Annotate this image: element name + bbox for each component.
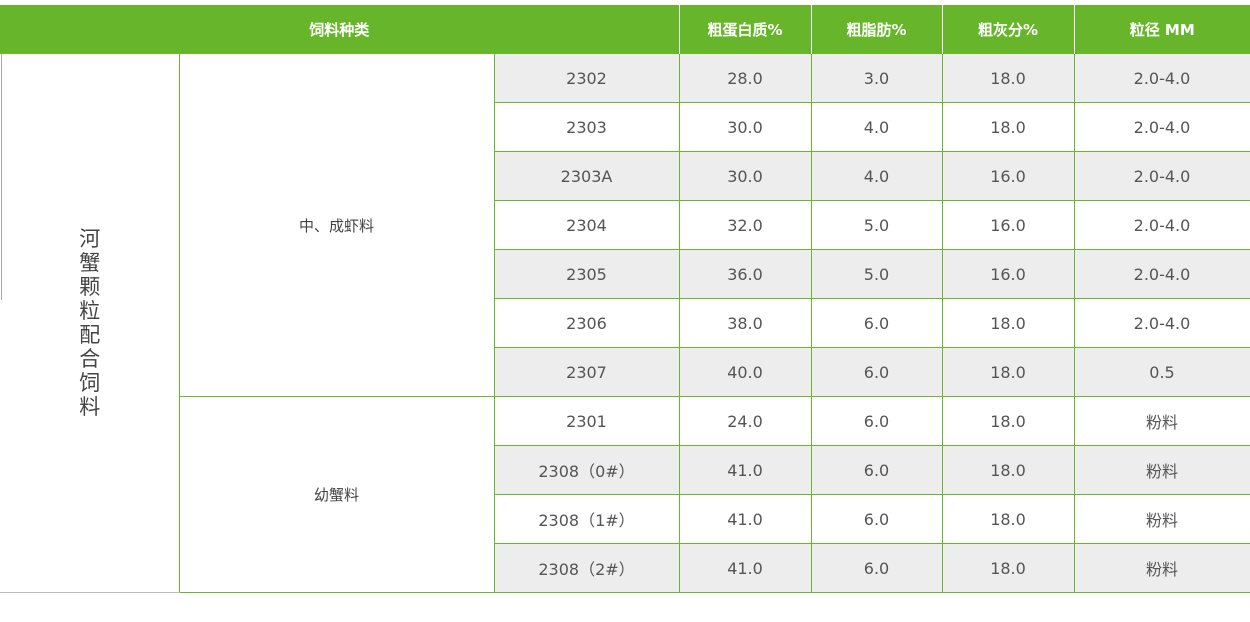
cell-ash: 18.0 bbox=[941, 494, 1075, 544]
header-category: 饲料种类 bbox=[0, 5, 679, 54]
header-size: 粒径 MM bbox=[1073, 5, 1250, 54]
table-row: 河蟹颗粒配合饲料 中、成虾料 2302 28.0 3.0 18.0 2.0-4.0 bbox=[0, 53, 1250, 593]
feed-spec-table: 饲料种类 粗蛋白质% 粗脂肪% 粗灰分% 粒径 MM 河蟹颗粒配合饲料 中、成虾料… bbox=[0, 5, 1250, 593]
cell-size: 2.0-4.0 bbox=[1073, 298, 1250, 348]
header-ash: 粗灰分% bbox=[941, 5, 1074, 54]
cell-fat: 3.0 bbox=[810, 53, 943, 103]
cell-fat: 4.0 bbox=[810, 102, 943, 152]
main-category: 河蟹颗粒配合饲料 bbox=[79, 227, 101, 419]
cell-size: 粉料 bbox=[1073, 396, 1250, 446]
table-header: 饲料种类 粗蛋白质% 粗脂肪% 粗灰分% 粒径 MM bbox=[0, 5, 1250, 54]
cell-protein: 41.0 bbox=[678, 543, 812, 593]
cell-code: 2304 bbox=[493, 200, 680, 250]
cell-size: 2.0-4.0 bbox=[1073, 53, 1250, 103]
cell-ash: 18.0 bbox=[941, 102, 1075, 152]
cell-code: 2306 bbox=[493, 298, 680, 348]
cell-ash: 18.0 bbox=[941, 543, 1075, 593]
table-row: 2306 38.0 6.0 18.0 2.0-4.0 bbox=[0, 298, 1250, 348]
cell-protein: 24.0 bbox=[678, 396, 812, 446]
cell-size: 0.5 bbox=[1073, 347, 1250, 397]
cell-ash: 18.0 bbox=[941, 347, 1075, 397]
cell-ash: 18.0 bbox=[941, 298, 1075, 348]
table-row: 2303A 30.0 4.0 16.0 2.0-4.0 bbox=[0, 151, 1250, 201]
cell-protein: 32.0 bbox=[678, 200, 812, 250]
cell-fat: 5.0 bbox=[810, 249, 943, 299]
cell-ash: 18.0 bbox=[941, 53, 1075, 103]
table-row: 2307 40.0 6.0 18.0 0.5 bbox=[0, 347, 1250, 397]
cell-protein: 41.0 bbox=[678, 494, 812, 544]
cell-protein: 41.0 bbox=[678, 445, 812, 495]
cell-size: 2.0-4.0 bbox=[1073, 249, 1250, 299]
cell-fat: 6.0 bbox=[810, 543, 943, 593]
cell-size: 粉料 bbox=[1073, 543, 1250, 593]
cell-protein: 30.0 bbox=[678, 102, 812, 152]
main-category-cell: 河蟹颗粒配合饲料 bbox=[0, 53, 180, 593]
group-name: 幼蟹料 bbox=[178, 396, 495, 593]
cell-protein: 36.0 bbox=[678, 249, 812, 299]
cell-code: 2308（1#） bbox=[493, 494, 680, 544]
cell-size: 粉料 bbox=[1073, 494, 1250, 544]
header-fat: 粗脂肪% bbox=[810, 5, 942, 54]
cell-ash: 18.0 bbox=[941, 445, 1075, 495]
cell-size: 2.0-4.0 bbox=[1073, 200, 1250, 250]
cell-size: 2.0-4.0 bbox=[1073, 102, 1250, 152]
header-protein: 粗蛋白质% bbox=[678, 5, 811, 54]
table-row: 2305 36.0 5.0 16.0 2.0-4.0 bbox=[0, 249, 1250, 299]
cell-fat: 4.0 bbox=[810, 151, 943, 201]
cell-code: 2308（2#） bbox=[493, 543, 680, 593]
table-row: 2304 32.0 5.0 16.0 2.0-4.0 bbox=[0, 200, 1250, 250]
cell-fat: 6.0 bbox=[810, 298, 943, 348]
table-row: 2308（2#） 41.0 6.0 18.0 粉料 bbox=[0, 543, 1250, 593]
cell-ash: 16.0 bbox=[941, 151, 1075, 201]
cell-code: 2303A bbox=[493, 151, 680, 201]
cell-code: 2308（0#） bbox=[493, 445, 680, 495]
cell-protein: 38.0 bbox=[678, 298, 812, 348]
cell-fat: 6.0 bbox=[810, 347, 943, 397]
cell-fat: 6.0 bbox=[810, 445, 943, 495]
table-row: 2308（1#） 41.0 6.0 18.0 粉料 bbox=[0, 494, 1250, 544]
cell-size: 2.0-4.0 bbox=[1073, 151, 1250, 201]
group-name: 中、成虾料 bbox=[178, 53, 495, 397]
table-row: 2308（0#） 41.0 6.0 18.0 粉料 bbox=[0, 445, 1250, 495]
cell-protein: 40.0 bbox=[678, 347, 812, 397]
cell-protein: 28.0 bbox=[678, 53, 812, 103]
cell-ash: 16.0 bbox=[941, 200, 1075, 250]
cell-ash: 18.0 bbox=[941, 396, 1075, 446]
cell-code: 2305 bbox=[493, 249, 680, 299]
cell-code: 2303 bbox=[493, 102, 680, 152]
cell-size: 粉料 bbox=[1073, 445, 1250, 495]
cell-code: 2301 bbox=[493, 396, 680, 446]
cell-code: 2302 bbox=[493, 53, 680, 103]
cell-code: 2307 bbox=[493, 347, 680, 397]
table-row: 2303 30.0 4.0 18.0 2.0-4.0 bbox=[0, 102, 1250, 152]
cell-ash: 16.0 bbox=[941, 249, 1075, 299]
cell-fat: 6.0 bbox=[810, 494, 943, 544]
table-row: 幼蟹料 2301 24.0 6.0 18.0 粉料 bbox=[0, 396, 1250, 593]
cell-fat: 6.0 bbox=[810, 396, 943, 446]
cell-fat: 5.0 bbox=[810, 200, 943, 250]
cell-protein: 30.0 bbox=[678, 151, 812, 201]
